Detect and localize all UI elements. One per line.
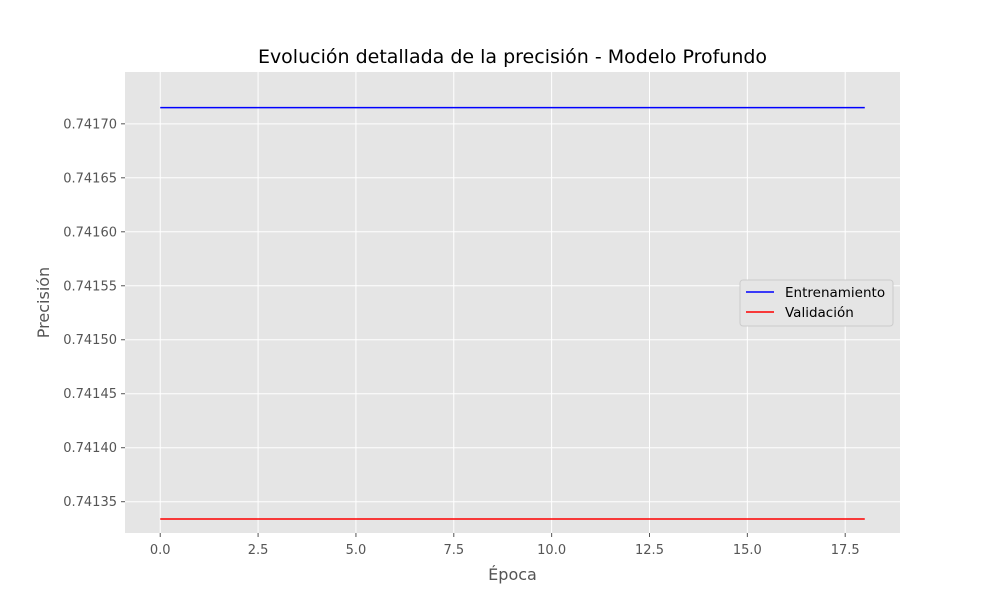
legend-label: Validación <box>785 305 854 321</box>
grid-lines <box>125 72 900 533</box>
legend: Entrenamiento Validación <box>739 279 894 327</box>
y-tick-label: 0.74165 <box>63 171 117 186</box>
x-tick-label: 2.5 <box>248 543 269 558</box>
y-tick-label: 0.74145 <box>63 387 117 402</box>
x-axis-label: Época <box>488 565 537 584</box>
y-tick-label: 0.74135 <box>63 495 117 510</box>
x-tick-label: 17.5 <box>831 543 860 558</box>
x-tick-label: 7.5 <box>443 543 464 558</box>
y-tick-label: 0.74155 <box>63 279 117 294</box>
chart-title: Evolución detallada de la precisión - Mo… <box>258 46 767 68</box>
y-axis-label: Precisión <box>34 267 53 338</box>
x-tick-label: 10.0 <box>537 543 566 558</box>
y-axis-ticks: 0.74135 0.74140 0.74145 0.74150 0.74155 0.741… <box>63 117 125 510</box>
x-tick-label: 0.0 <box>150 543 171 558</box>
y-tick-label: 0.74150 <box>63 333 117 348</box>
x-tick-label: 5.0 <box>346 543 367 558</box>
y-tick-label: 0.74170 <box>63 117 117 132</box>
y-tick-label: 0.74160 <box>63 225 117 240</box>
series-lines <box>160 106 865 520</box>
x-axis-ticks: 0.0 2.5 5.0 7.5 10.0 12.5 15.0 17.5 <box>150 533 860 558</box>
x-tick-label: 12.5 <box>635 543 664 558</box>
y-tick-label: 0.74140 <box>63 441 117 456</box>
x-tick-label: 15.0 <box>733 543 762 558</box>
legend-label: Entrenamiento <box>785 285 885 301</box>
legend-box <box>739 279 894 327</box>
